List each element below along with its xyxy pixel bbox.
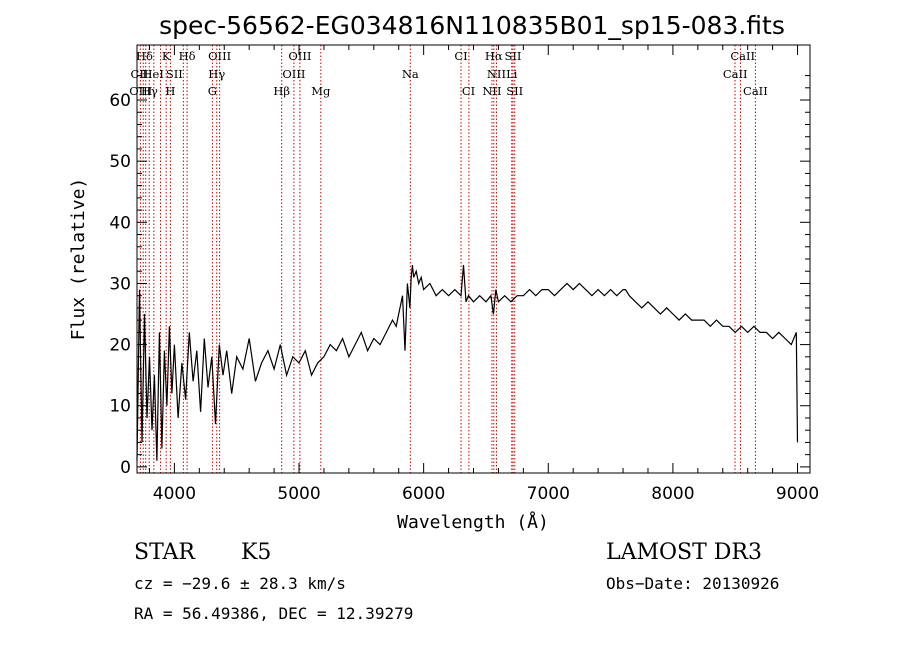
y-tick-label: 50 — [109, 152, 131, 172]
emission-line-label: NII — [487, 67, 506, 81]
plot-frame — [136, 44, 811, 474]
emission-line-label: Hγ — [208, 67, 225, 81]
emission-line-label: SII — [506, 84, 523, 98]
redshift-cz: cz = −29.6 ± 28.3 km/s — [134, 574, 346, 593]
y-axis-label: Flux (relative) — [68, 178, 89, 341]
emission-line-label: OIII — [288, 49, 311, 63]
emission-line-label: OIII — [282, 67, 305, 81]
spectrum-line — [136, 265, 799, 461]
x-tick-label: 6000 — [402, 484, 445, 504]
emission-line-label: G — [208, 84, 217, 98]
emission-line-label: CaII — [723, 67, 748, 81]
y-tick-label: 10 — [109, 397, 131, 417]
emission-line-label: SII — [166, 67, 183, 81]
y-tick-label: 30 — [109, 274, 131, 294]
emission-line-label: HeI — [143, 67, 164, 81]
emission-line-label: Hγ — [141, 84, 158, 98]
y-tick-label: 60 — [109, 91, 131, 111]
y-axis-ticks: 0 10 20 30 40 50 60 — [109, 75, 810, 478]
emission-line-markers — [139, 45, 756, 473]
emission-line-label: Hδ — [136, 49, 153, 63]
x-tick-label: 8000 — [651, 484, 694, 504]
emission-line-label: OIII — [129, 84, 152, 98]
emission-line-label: Hβ — [273, 84, 290, 98]
emission-line-label: SII — [505, 49, 522, 63]
x-tick-label: 7000 — [527, 484, 570, 504]
x-tick-label: 4000 — [153, 484, 196, 504]
emission-line-label: Na — [402, 67, 419, 81]
emission-line-label: Hδ — [179, 49, 196, 63]
emission-line-label: H — [165, 84, 175, 98]
x-tick-label: 9000 — [776, 484, 819, 504]
emission-line-label: Li — [506, 67, 518, 81]
observation-date: Obs−Date: 20130926 — [606, 574, 780, 593]
x-axis-ticks: 4000 5000 6000 7000 8000 9000 — [148, 45, 819, 504]
emission-line-label: CaII — [743, 84, 768, 98]
emission-line-label: CI — [462, 84, 475, 98]
object-subclass: K5 — [241, 540, 272, 565]
emission-line-label: Hα — [485, 49, 503, 63]
chart-title: spec-56562-EG034816N110835B01_sp15-083.f… — [159, 11, 785, 40]
coordinates: RA = 56.49386, DEC = 12.39279 — [134, 604, 414, 623]
emission-line-label: Mg — [311, 84, 331, 98]
object-class: STAR — [134, 540, 195, 565]
emission-line-label: K — [162, 49, 171, 63]
emission-line-label: OIII — [208, 49, 231, 63]
x-tick-label: 5000 — [277, 484, 320, 504]
emission-line-label: CaII — [730, 49, 755, 63]
survey-name: LAMOST DR3 — [606, 540, 762, 565]
emission-line-label: CII — [131, 67, 149, 81]
y-tick-label: 40 — [109, 213, 131, 233]
y-tick-label: 20 — [109, 336, 131, 356]
x-axis-label: Wavelength (Å) — [397, 511, 549, 533]
emission-line-label: NII — [482, 84, 501, 98]
y-tick-label: 0 — [120, 458, 131, 478]
emission-line-label: CI — [454, 49, 467, 63]
